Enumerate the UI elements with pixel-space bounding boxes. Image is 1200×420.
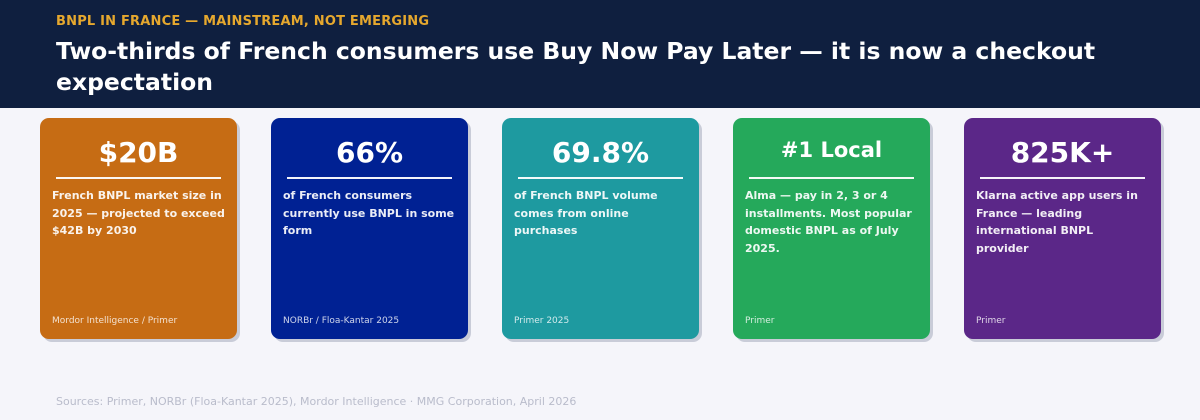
stat-description: Klarna active app users in France — lead…	[976, 189, 1138, 255]
sources-footer: Sources: Primer, NORBr (Floa-Kantar 2025…	[56, 395, 577, 408]
stat-description: Alma — pay in 2, 3 or 4 installments. Mo…	[745, 189, 912, 255]
divider	[56, 177, 221, 179]
stat-source: Mordor Intelligence / Primer	[52, 316, 178, 326]
stat-value: #1 Local	[780, 138, 883, 162]
stat-value: 825K+	[1010, 136, 1115, 169]
eyebrow-label: BNPL IN FRANCE — MAINSTREAM, NOT EMERGIN…	[56, 14, 430, 29]
divider	[749, 177, 914, 179]
stat-value: 69.8%	[551, 136, 650, 169]
stat-cards: $20B French BNPL market size in 2025 — p…	[40, 118, 1161, 339]
stat-description: of French consumers currently use BNPL i…	[283, 189, 455, 237]
stat-card-klarna-users: 825K+ Klarna active app users in France …	[964, 118, 1161, 339]
stat-source: Primer 2025	[514, 316, 570, 326]
page-title: Two-thirds of French consumers use Buy N…	[56, 37, 1096, 96]
stat-card-local-leader: #1 Local Alma — pay in 2, 3 or 4 install…	[733, 118, 930, 339]
stat-card-online-volume: 69.8% of French BNPL volume comes from o…	[502, 118, 699, 339]
divider	[980, 177, 1145, 179]
stat-card-market-size: $20B French BNPL market size in 2025 — p…	[40, 118, 237, 339]
stat-card-consumer-usage: 66% of French consumers currently use BN…	[271, 118, 468, 339]
stat-value: 66%	[335, 136, 404, 169]
stat-description: French BNPL market size in 2025 — projec…	[52, 189, 225, 237]
header-banner: BNPL IN FRANCE — MAINSTREAM, NOT EMERGIN…	[0, 0, 1200, 108]
divider	[287, 177, 452, 179]
divider	[518, 177, 683, 179]
stat-source: Primer	[745, 316, 775, 326]
stat-source: Primer	[976, 316, 1006, 326]
stat-source: NORBr / Floa-Kantar 2025	[283, 316, 400, 326]
stat-value: $20B	[98, 136, 179, 169]
stat-description: of French BNPL volume comes from online …	[514, 189, 658, 237]
